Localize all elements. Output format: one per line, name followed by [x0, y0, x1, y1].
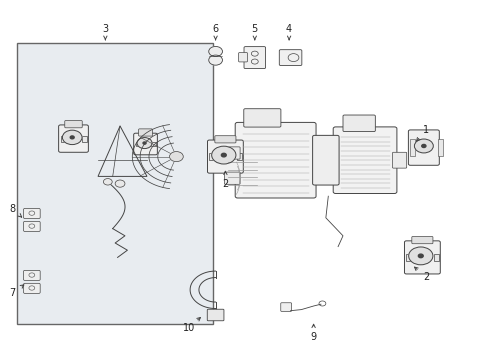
Circle shape: [209, 46, 222, 57]
FancyBboxPatch shape: [215, 136, 236, 143]
Circle shape: [137, 138, 152, 149]
FancyBboxPatch shape: [239, 53, 247, 62]
Circle shape: [62, 130, 82, 145]
Text: 2: 2: [423, 272, 429, 282]
Text: 3: 3: [102, 24, 108, 34]
FancyBboxPatch shape: [392, 152, 407, 168]
FancyBboxPatch shape: [244, 109, 281, 127]
Circle shape: [422, 144, 426, 148]
FancyBboxPatch shape: [244, 46, 266, 68]
FancyBboxPatch shape: [333, 127, 397, 194]
Circle shape: [103, 179, 112, 185]
Text: 2: 2: [222, 179, 228, 189]
Circle shape: [418, 254, 423, 258]
FancyBboxPatch shape: [59, 125, 88, 152]
FancyBboxPatch shape: [139, 129, 152, 136]
Bar: [410, 139, 415, 156]
Bar: [438, 139, 443, 156]
Circle shape: [212, 146, 236, 164]
Circle shape: [70, 136, 74, 139]
Text: 8: 8: [9, 204, 15, 214]
FancyBboxPatch shape: [404, 241, 441, 274]
FancyBboxPatch shape: [224, 172, 240, 184]
Bar: [17, 43, 213, 324]
FancyBboxPatch shape: [24, 208, 40, 219]
FancyBboxPatch shape: [224, 147, 240, 159]
Text: 4: 4: [286, 24, 292, 34]
Circle shape: [415, 139, 433, 153]
Bar: [209, 153, 214, 160]
Text: 1: 1: [423, 125, 429, 135]
Text: 6: 6: [213, 24, 219, 34]
FancyBboxPatch shape: [24, 270, 40, 280]
Bar: [435, 254, 440, 261]
FancyBboxPatch shape: [24, 221, 40, 231]
FancyBboxPatch shape: [281, 303, 292, 311]
FancyBboxPatch shape: [134, 133, 157, 155]
Circle shape: [221, 153, 226, 157]
Bar: [238, 153, 243, 160]
Text: 5: 5: [252, 24, 258, 34]
FancyBboxPatch shape: [24, 283, 40, 293]
Bar: [406, 254, 411, 261]
Circle shape: [143, 142, 146, 144]
Bar: [61, 136, 66, 141]
Circle shape: [409, 247, 433, 265]
Circle shape: [170, 152, 183, 162]
FancyBboxPatch shape: [279, 50, 302, 66]
Bar: [136, 142, 141, 146]
FancyBboxPatch shape: [313, 135, 339, 185]
Bar: [82, 136, 87, 141]
FancyBboxPatch shape: [412, 237, 433, 244]
Circle shape: [115, 180, 125, 187]
FancyBboxPatch shape: [343, 115, 375, 131]
FancyBboxPatch shape: [235, 122, 316, 198]
Text: 10: 10: [182, 323, 195, 333]
Circle shape: [209, 55, 222, 65]
FancyBboxPatch shape: [65, 121, 82, 128]
FancyBboxPatch shape: [408, 130, 440, 165]
Bar: [151, 142, 156, 146]
Text: 7: 7: [9, 288, 15, 298]
FancyBboxPatch shape: [207, 309, 224, 321]
FancyBboxPatch shape: [207, 140, 244, 173]
Text: 9: 9: [311, 332, 317, 342]
